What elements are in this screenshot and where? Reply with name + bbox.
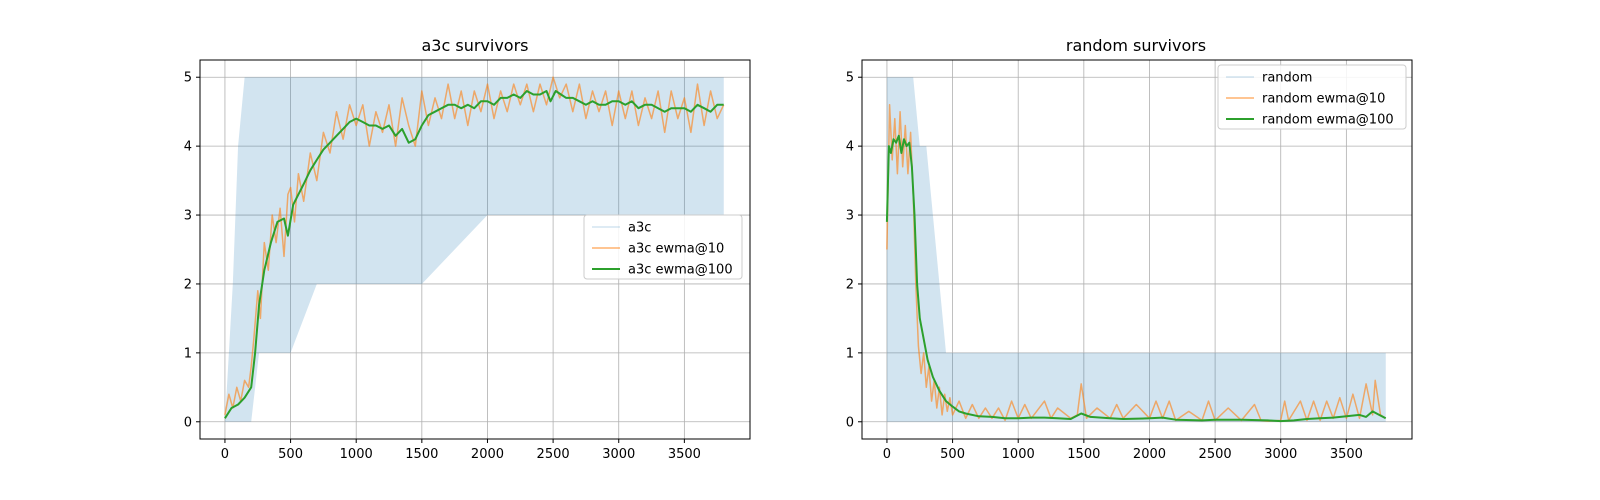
legend-label: random ewma@10	[1262, 92, 1385, 107]
legend: random random ewma@10 random ewma@100	[1217, 64, 1407, 130]
y-tick-label: 5	[846, 71, 854, 86]
axes-frame	[199, 59, 751, 440]
y-tick-label: 4	[846, 140, 854, 155]
chart-title: a3c survivors	[421, 36, 528, 55]
x-tick-label: 3500	[668, 447, 701, 462]
legend-label: random ewma@100	[1262, 113, 1394, 128]
y-tick-label: 3	[184, 209, 192, 224]
x-tick-label: 0	[883, 447, 891, 462]
x-tick-label: 2000	[471, 447, 504, 462]
series-a3c-ewma-10-line	[224, 76, 725, 416]
legend: a3c a3c ewma@10 a3c ewma@100	[583, 214, 743, 280]
legend-label: random	[1262, 71, 1312, 86]
x-tick-label: 1000	[340, 447, 373, 462]
x-tick-label: 1000	[1002, 447, 1035, 462]
legend-box	[1217, 64, 1407, 130]
x-tick-label: 3000	[602, 447, 635, 462]
x-tick-label: 1500	[1067, 447, 1100, 462]
x-tick-label: 3500	[1330, 447, 1363, 462]
chart-random-survivors: random survivors 0 500 1000 1500 2000 2500 300…	[846, 36, 1413, 462]
y-tick-label: 0	[184, 415, 192, 430]
x-tick-label: 500	[278, 447, 303, 462]
legend-label: a3c	[628, 221, 651, 236]
y-tick-label: 0	[846, 415, 854, 430]
x-tick-label: 2000	[1133, 447, 1166, 462]
y-tick-label: 3	[846, 209, 854, 224]
x-tick-label: 0	[221, 447, 229, 462]
y-tick-label: 1	[184, 346, 192, 361]
chart-title: random survivors	[1066, 36, 1206, 55]
series-random-ewma-10-line	[886, 104, 1387, 422]
chart-a3c-survivors: a3c survivors 0 500 1000 1500 2000 2500 3000 35…	[184, 36, 751, 462]
y-tick-label: 2	[184, 277, 192, 292]
y-tick-label: 5	[184, 71, 192, 86]
y-tick-label: 2	[846, 277, 854, 292]
x-tick-label: 500	[940, 447, 965, 462]
axes-frame	[861, 59, 1413, 440]
legend-label: a3c ewma@10	[628, 242, 724, 257]
y-tick-label: 1	[846, 346, 854, 361]
x-tick-label: 1500	[405, 447, 438, 462]
legend-label: a3c ewma@100	[628, 263, 733, 278]
x-tick-label: 2500	[1199, 447, 1232, 462]
legend-box	[583, 214, 743, 280]
plot-area	[224, 76, 725, 422]
x-tick-label: 3000	[1264, 447, 1297, 462]
y-tick-label: 4	[184, 140, 192, 155]
series-random-ewma-100-line	[885, 134, 1387, 423]
series-a3c-band	[224, 77, 724, 422]
series-a3c-ewma-100-line	[224, 90, 724, 419]
x-tick-label: 2500	[537, 447, 570, 462]
plot-area	[885, 77, 1387, 423]
